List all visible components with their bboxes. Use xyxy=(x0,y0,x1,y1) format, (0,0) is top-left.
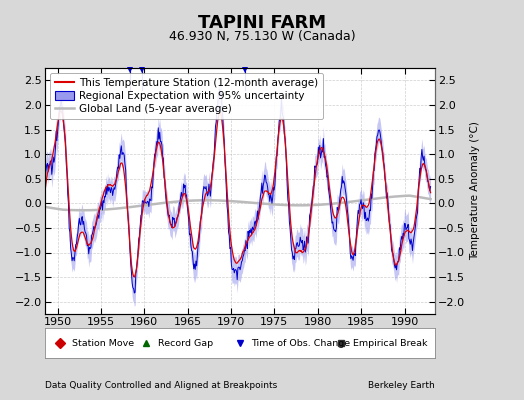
Legend: This Temperature Station (12-month average), Regional Expectation with 95% uncer: This Temperature Station (12-month avera… xyxy=(50,73,323,119)
Text: 46.930 N, 75.130 W (Canada): 46.930 N, 75.130 W (Canada) xyxy=(169,30,355,43)
Text: TAPINI FARM: TAPINI FARM xyxy=(198,14,326,32)
Text: Time of Obs. Change: Time of Obs. Change xyxy=(252,338,351,348)
Text: Empirical Break: Empirical Break xyxy=(353,338,428,348)
Text: Berkeley Earth: Berkeley Earth xyxy=(368,381,435,390)
Y-axis label: Temperature Anomaly (°C): Temperature Anomaly (°C) xyxy=(471,122,481,260)
Text: Station Move: Station Move xyxy=(72,338,134,348)
Text: Data Quality Controlled and Aligned at Breakpoints: Data Quality Controlled and Aligned at B… xyxy=(45,381,277,390)
Text: Record Gap: Record Gap xyxy=(158,338,213,348)
